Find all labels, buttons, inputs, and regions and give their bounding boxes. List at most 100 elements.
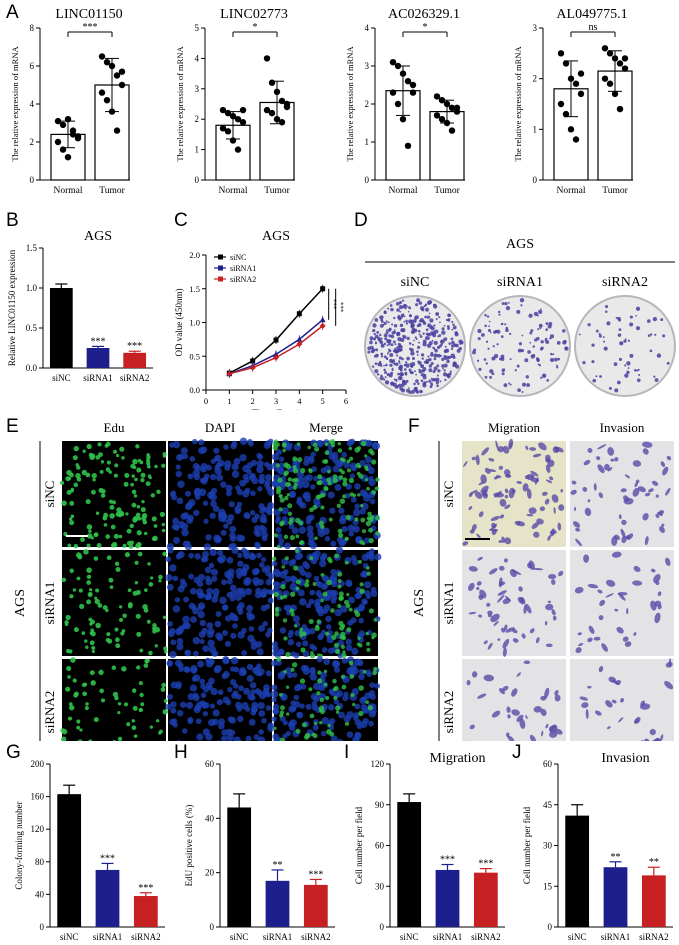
micrograph: [462, 659, 566, 741]
stained-cell: [552, 446, 560, 454]
y-tick-label: 4: [365, 23, 370, 33]
edu-positive-cell: [75, 473, 81, 479]
y-tick-label: 0.5: [26, 323, 38, 333]
colony: [519, 298, 525, 303]
nucleus: [197, 660, 205, 668]
stained-cell: [633, 565, 641, 573]
nucleus: [229, 535, 237, 542]
stained-cell: [560, 488, 564, 493]
colony: [430, 361, 434, 366]
colony: [422, 383, 427, 388]
colony: [408, 387, 410, 389]
edu-positive-cell: [362, 669, 367, 674]
colony: [540, 340, 544, 344]
data-point: [239, 106, 247, 114]
nucleus: [229, 584, 237, 592]
nucleus: [287, 672, 293, 679]
stained-cell: [655, 513, 660, 519]
edu-positive-cell: [65, 686, 71, 692]
significance-label: *: [423, 22, 428, 33]
colony: [392, 340, 396, 344]
edu-positive-cell: [135, 512, 141, 518]
nucleus: [202, 645, 210, 653]
nucleus: [172, 440, 181, 449]
nucleus: [260, 604, 268, 612]
colony: [618, 328, 622, 332]
nucleus: [311, 466, 318, 472]
edu-positive-cell: [154, 464, 158, 469]
stained-cell: [524, 475, 530, 480]
nucleus: [296, 711, 302, 718]
colony: [423, 381, 427, 385]
y-tick-label: 0.0: [189, 385, 200, 395]
nucleus: [230, 632, 237, 639]
nucleus: [213, 447, 220, 454]
nucleus: [260, 556, 267, 563]
colony: [443, 355, 447, 359]
colony: [420, 374, 423, 377]
edu-positive-cell: [158, 574, 163, 580]
stained-cell: [522, 483, 529, 492]
data-point: [606, 80, 614, 87]
stained-cell: [518, 586, 523, 592]
edu-positive-cell: [314, 721, 318, 726]
colony: [450, 337, 454, 341]
bar: [227, 807, 252, 927]
bar: [603, 867, 628, 927]
colony: [387, 351, 390, 354]
colony: [416, 390, 420, 394]
nucleus: [346, 581, 353, 588]
data-point: [404, 142, 412, 149]
y-tick-label: 0: [195, 175, 200, 185]
stained-cell: [597, 589, 603, 594]
edu-positive-cell: [99, 469, 104, 474]
stained-cell: [478, 511, 484, 518]
nucleus: [174, 659, 183, 667]
edu-positive-cell: [274, 608, 279, 613]
edu-positive-cell: [105, 467, 111, 472]
y-tick-label: 0: [30, 175, 35, 185]
y-tick-label: 1: [365, 137, 370, 147]
colony: [400, 372, 404, 377]
colony: [544, 339, 547, 342]
stained-cell: [657, 604, 662, 610]
nucleus: [341, 451, 348, 458]
data-point: [611, 55, 619, 62]
colony: [403, 368, 407, 371]
nucleus: [206, 464, 212, 471]
nucleus: [271, 453, 280, 461]
data-point: [268, 109, 276, 117]
stained-cell: [660, 461, 666, 467]
nucleus: [205, 681, 213, 689]
stained-cell: [604, 463, 610, 471]
nucleus: [264, 461, 270, 468]
nucleus: [173, 536, 181, 544]
colony: [443, 363, 448, 368]
colony: [617, 333, 622, 337]
y-tick-label: 4: [195, 53, 200, 63]
colony: [397, 383, 402, 388]
colony: [370, 338, 373, 341]
stained-cell: [654, 612, 661, 624]
nucleus: [313, 575, 320, 582]
colony: [442, 367, 444, 370]
y-tick-label: 2: [365, 99, 370, 109]
colony: [404, 304, 407, 307]
edu-positive-cell: [273, 591, 280, 598]
edu-positive-cell: [320, 598, 324, 603]
nucleus: [213, 666, 221, 674]
stained-cell: [526, 513, 534, 517]
edu-positive-cell: [76, 465, 81, 470]
nucleus: [264, 479, 271, 486]
nucleus: [284, 575, 292, 583]
colony: [393, 330, 397, 334]
colony: [436, 364, 440, 368]
nucleus: [197, 602, 206, 610]
edu-positive-cell: [299, 633, 303, 638]
colony: [626, 361, 631, 366]
stained-cell: [547, 534, 552, 541]
